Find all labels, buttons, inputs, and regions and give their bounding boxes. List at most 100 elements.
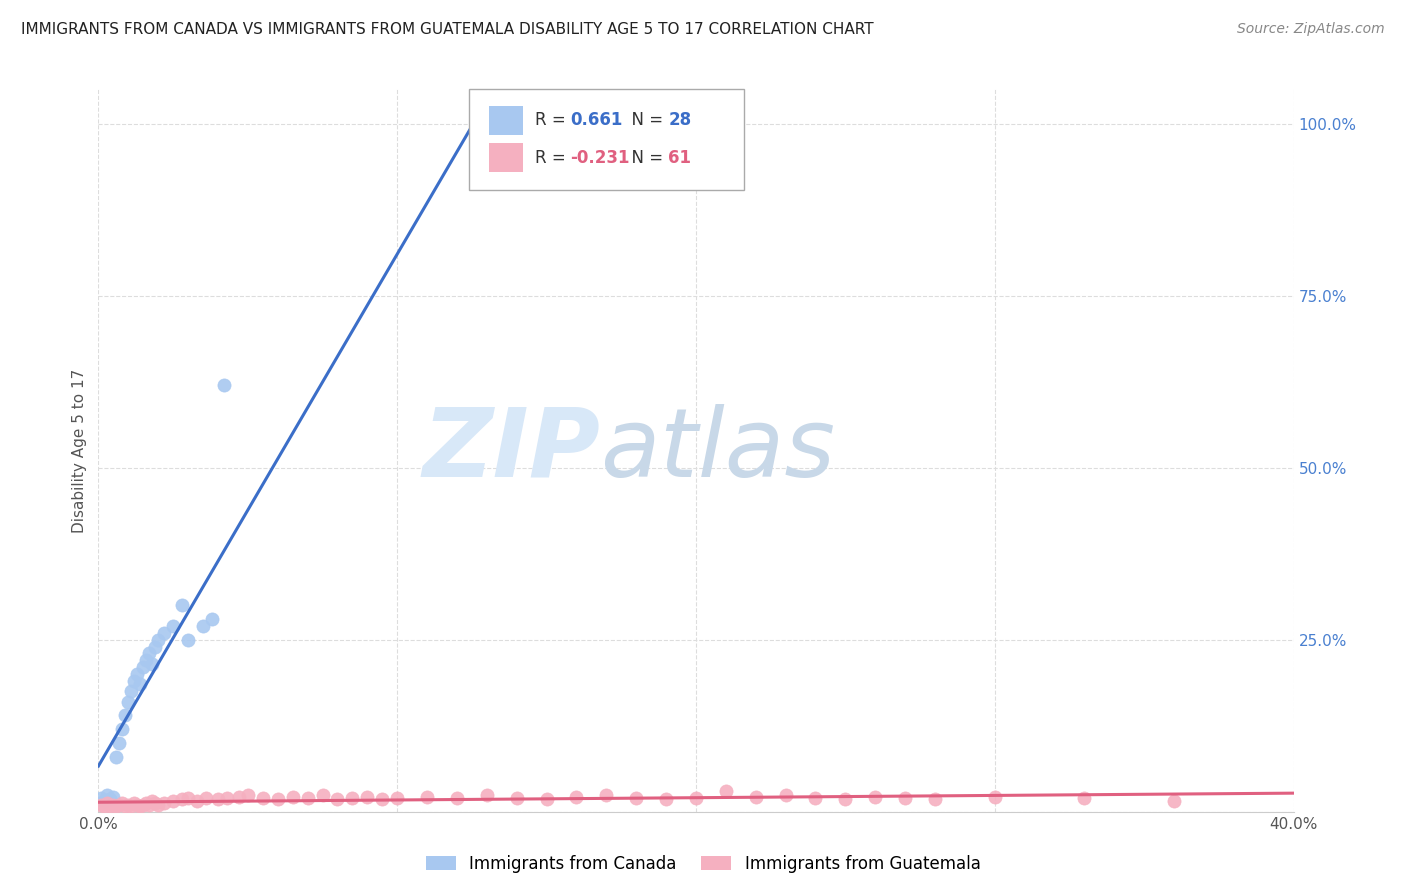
Point: [1163, 794, 1185, 808]
Point: [148, 632, 170, 647]
Point: [93, 794, 115, 808]
Point: [103, 789, 125, 804]
Point: [153, 797, 176, 811]
Point: [212, 378, 235, 392]
Point: [924, 792, 946, 806]
Point: [281, 789, 304, 804]
Point: [894, 791, 917, 805]
Point: [252, 791, 274, 805]
Point: [111, 722, 134, 736]
FancyBboxPatch shape: [489, 144, 523, 172]
Point: [127, 797, 149, 812]
Point: [186, 794, 208, 808]
Text: 61: 61: [668, 149, 692, 167]
Point: [228, 789, 250, 804]
Point: [475, 144, 498, 158]
Point: [342, 791, 364, 805]
Point: [111, 797, 134, 811]
Text: atlas: atlas: [600, 404, 835, 497]
Point: [120, 799, 142, 814]
Text: R =: R =: [534, 112, 571, 129]
Point: [565, 789, 588, 804]
Point: [120, 684, 142, 698]
Point: [595, 788, 617, 802]
Point: [96, 788, 118, 802]
Point: [536, 792, 558, 806]
Point: [93, 799, 115, 814]
Text: Source: ZipAtlas.com: Source: ZipAtlas.com: [1237, 22, 1385, 37]
Point: [141, 794, 163, 808]
Point: [143, 797, 166, 811]
Point: [714, 784, 737, 798]
Point: [141, 657, 163, 671]
Point: [177, 791, 200, 805]
Point: [267, 792, 290, 806]
Point: [143, 640, 166, 654]
FancyBboxPatch shape: [489, 106, 523, 135]
Point: [207, 792, 229, 806]
Point: [114, 799, 136, 814]
Point: [132, 797, 155, 812]
Point: [416, 789, 439, 804]
Point: [385, 791, 409, 805]
Point: [105, 799, 128, 814]
Point: [745, 789, 768, 804]
Point: [655, 792, 678, 806]
Point: [103, 797, 125, 812]
Point: [162, 794, 184, 808]
Point: [177, 632, 200, 647]
Point: [135, 797, 157, 811]
Point: [114, 708, 136, 723]
Point: [865, 789, 887, 804]
Text: N =: N =: [620, 149, 668, 167]
Point: [132, 660, 155, 674]
Text: ZIP: ZIP: [422, 404, 600, 497]
Point: [98, 799, 122, 814]
Point: [162, 619, 184, 633]
Point: [105, 749, 128, 764]
Point: [108, 736, 131, 750]
Point: [834, 792, 856, 806]
Point: [138, 647, 160, 661]
Point: [90, 791, 112, 805]
Text: R =: R =: [534, 149, 571, 167]
Point: [98, 792, 122, 806]
Text: IMMIGRANTS FROM CANADA VS IMMIGRANTS FROM GUATEMALA DISABILITY AGE 5 TO 17 CORRE: IMMIGRANTS FROM CANADA VS IMMIGRANTS FRO…: [21, 22, 873, 37]
Point: [297, 791, 319, 805]
Point: [311, 788, 333, 802]
Point: [1073, 791, 1095, 805]
Point: [685, 791, 707, 805]
Point: [984, 789, 1007, 804]
Point: [108, 797, 131, 812]
Point: [356, 789, 378, 804]
Point: [215, 791, 238, 805]
Point: [201, 612, 224, 626]
Point: [804, 791, 827, 805]
Point: [124, 797, 146, 811]
Point: [172, 792, 194, 806]
Point: [117, 797, 139, 812]
Point: [475, 788, 498, 802]
Point: [326, 792, 349, 806]
Point: [153, 625, 176, 640]
Point: [506, 791, 529, 805]
Point: [191, 619, 214, 633]
Point: [626, 791, 648, 805]
Legend: Immigrants from Canada, Immigrants from Guatemala: Immigrants from Canada, Immigrants from …: [419, 848, 987, 880]
Point: [236, 788, 259, 802]
Text: 28: 28: [668, 112, 692, 129]
Point: [195, 791, 218, 805]
Point: [90, 797, 112, 812]
Point: [135, 653, 157, 667]
Text: -0.231: -0.231: [571, 149, 630, 167]
Point: [129, 677, 152, 691]
Text: 0.661: 0.661: [571, 112, 623, 129]
Point: [446, 791, 468, 805]
Point: [129, 799, 152, 814]
Point: [127, 667, 149, 681]
Y-axis label: Disability Age 5 to 17: Disability Age 5 to 17: [72, 368, 87, 533]
Point: [775, 788, 797, 802]
Point: [96, 797, 118, 811]
Point: [172, 599, 194, 613]
FancyBboxPatch shape: [470, 89, 744, 190]
